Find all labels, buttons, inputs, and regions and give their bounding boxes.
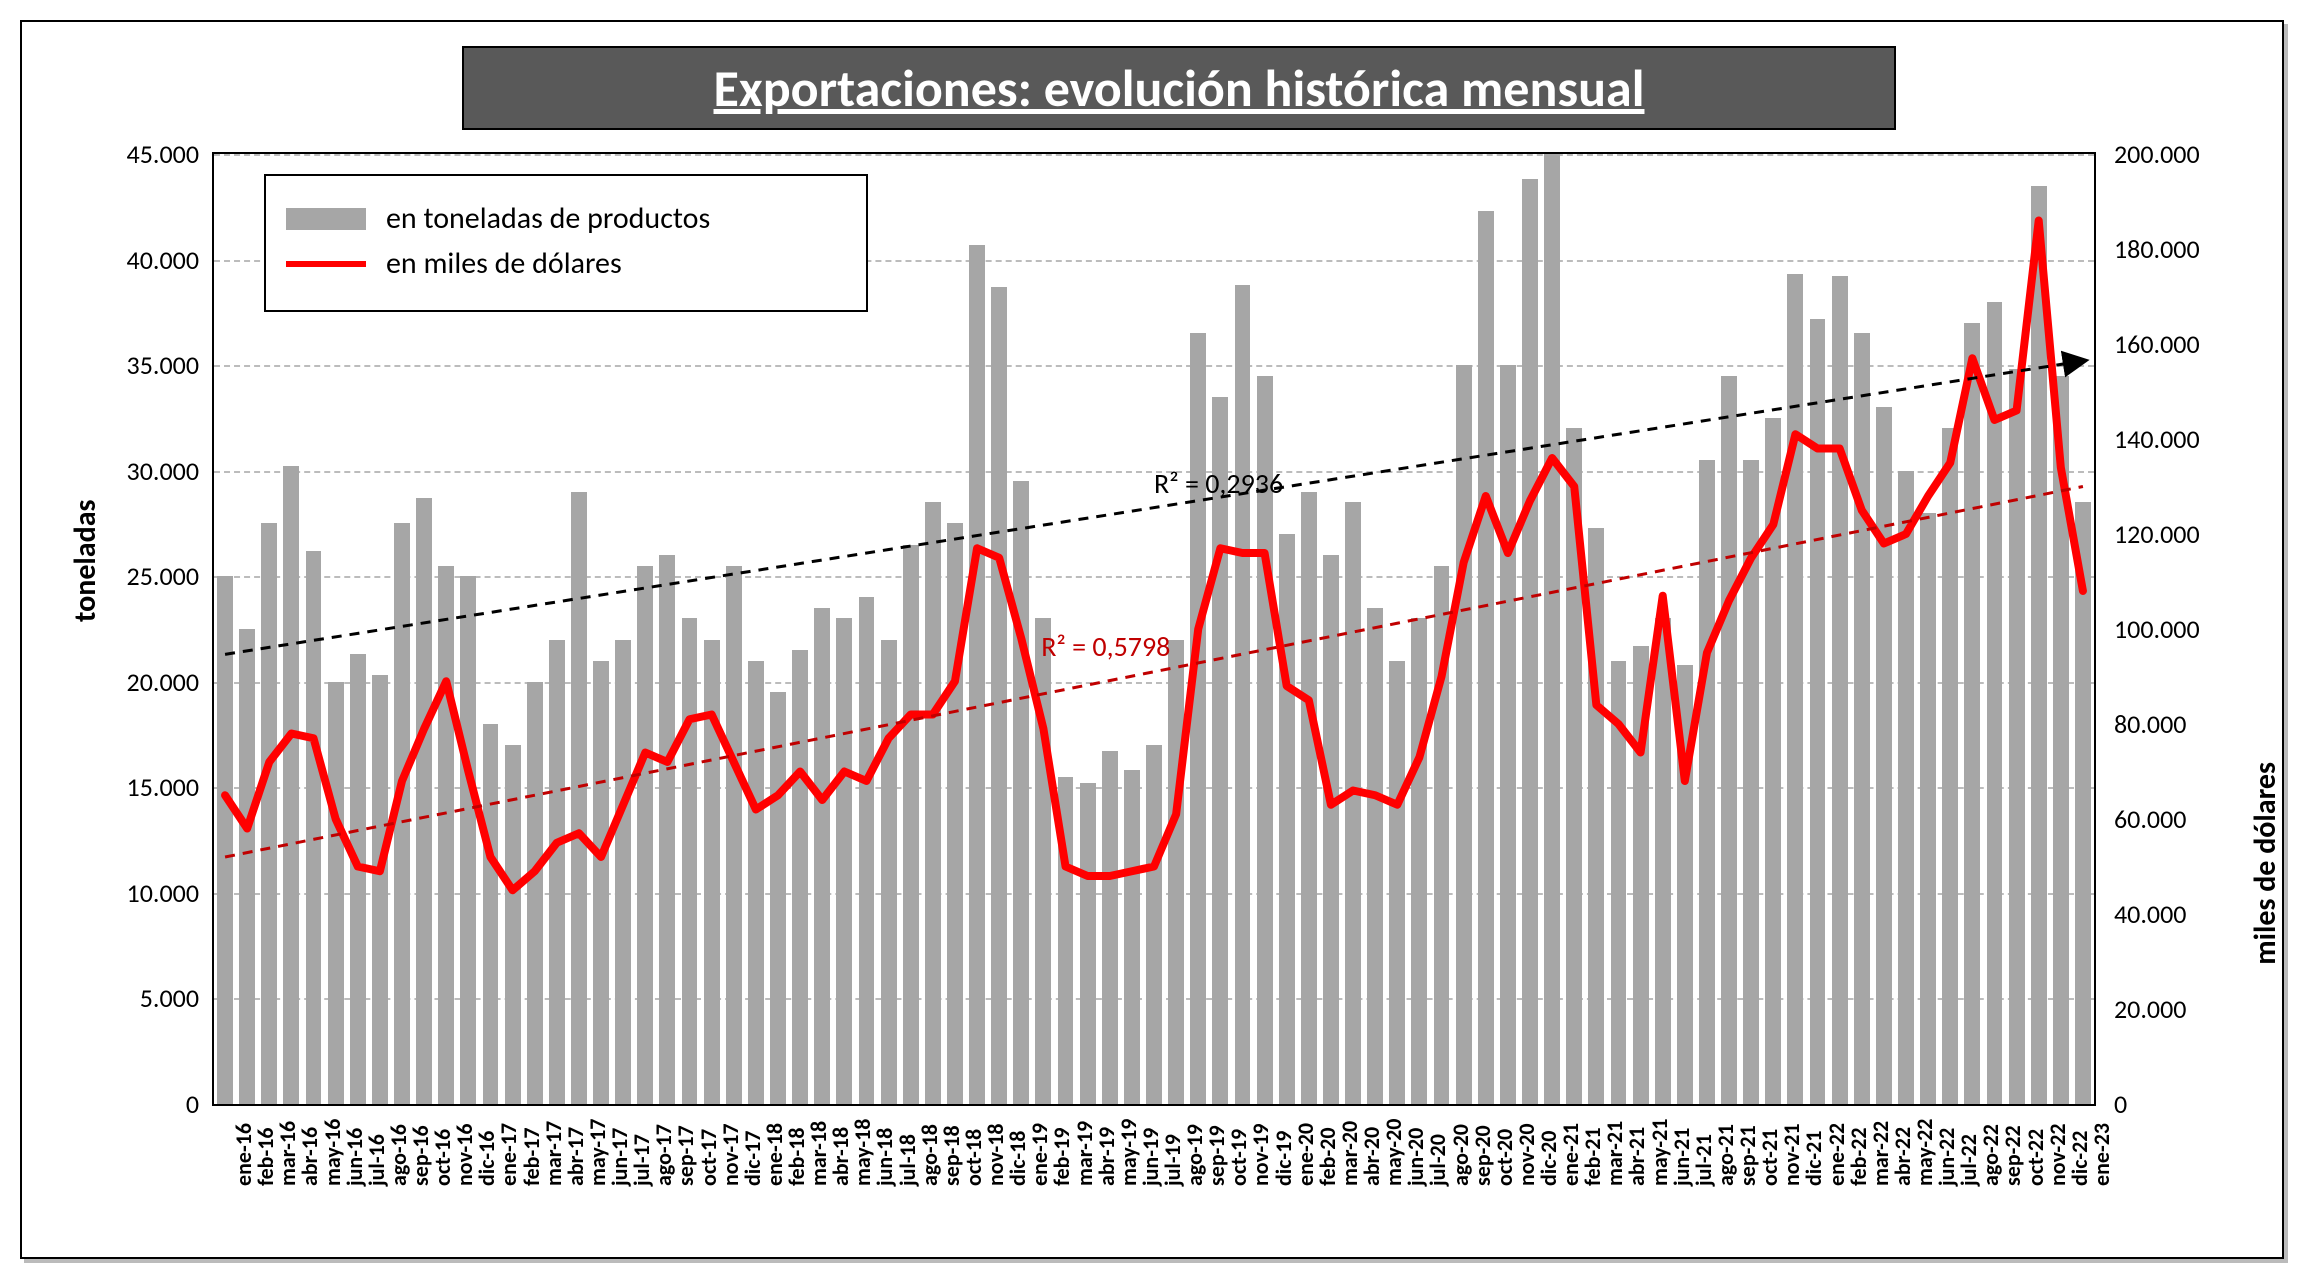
line-series: [225, 221, 2083, 891]
y-right-tick-label: 40.000: [2114, 898, 2214, 930]
y-left-tick-label: 20.000: [99, 666, 199, 698]
y-right-tick-label: 60.000: [2114, 803, 2214, 835]
y-left-tick-label: 0: [99, 1088, 199, 1120]
x-axis-labels: ene-16feb-16mar-16abr-16may-16jun-16jul-…: [212, 1104, 2092, 1254]
y-right-tick-label: 120.000: [2114, 518, 2214, 550]
chart-title: Exportaciones: evolución histórica mensu…: [462, 46, 1896, 130]
chart-frame: Exportaciones: evolución histórica mensu…: [20, 20, 2284, 1259]
x-tick-label: ene-23: [2088, 1123, 2115, 1186]
legend-bar-swatch: [286, 208, 366, 230]
legend: en toneladas de productos en miles de dó…: [264, 174, 868, 312]
y-left-tick-label: 25.000: [99, 560, 199, 592]
y-right-tick-label: 80.000: [2114, 708, 2214, 740]
y-right-tick-label: 100.000: [2114, 613, 2214, 645]
legend-line-label: en miles de dólares: [386, 245, 622, 282]
legend-line-swatch: [286, 261, 366, 267]
bar-trendline: [225, 361, 2083, 654]
y-left-tick-label: 5.000: [99, 982, 199, 1014]
y-left-tick-label: 40.000: [99, 244, 199, 276]
r2-bar-label: R² = 0,2936: [1154, 466, 1283, 501]
legend-bar-row: en toneladas de productos: [286, 200, 846, 237]
legend-bar-label: en toneladas de productos: [386, 200, 710, 237]
legend-line-row: en miles de dólares: [286, 245, 846, 282]
y-left-tick-label: 45.000: [99, 138, 199, 170]
plot-area: en toneladas de productos en miles de dó…: [212, 152, 2096, 1106]
y-left-tick-label: 35.000: [99, 349, 199, 381]
y-right-tick-label: 180.000: [2114, 233, 2214, 265]
y-left-tick-label: 30.000: [99, 455, 199, 487]
y-right-tick-label: 20.000: [2114, 993, 2214, 1025]
y-right-tick-label: 160.000: [2114, 328, 2214, 360]
y-right-tick-label: 200.000: [2114, 138, 2214, 170]
y-right-axis-title: miles de dólares: [2247, 762, 2284, 965]
r2-line-label: R² = 0,5798: [1041, 629, 1170, 664]
y-right-tick-label: 0: [2114, 1088, 2214, 1120]
y-left-tick-label: 15.000: [99, 771, 199, 803]
y-right-tick-label: 140.000: [2114, 423, 2214, 455]
line-trendline: [225, 487, 2083, 858]
y-left-tick-label: 10.000: [99, 877, 199, 909]
